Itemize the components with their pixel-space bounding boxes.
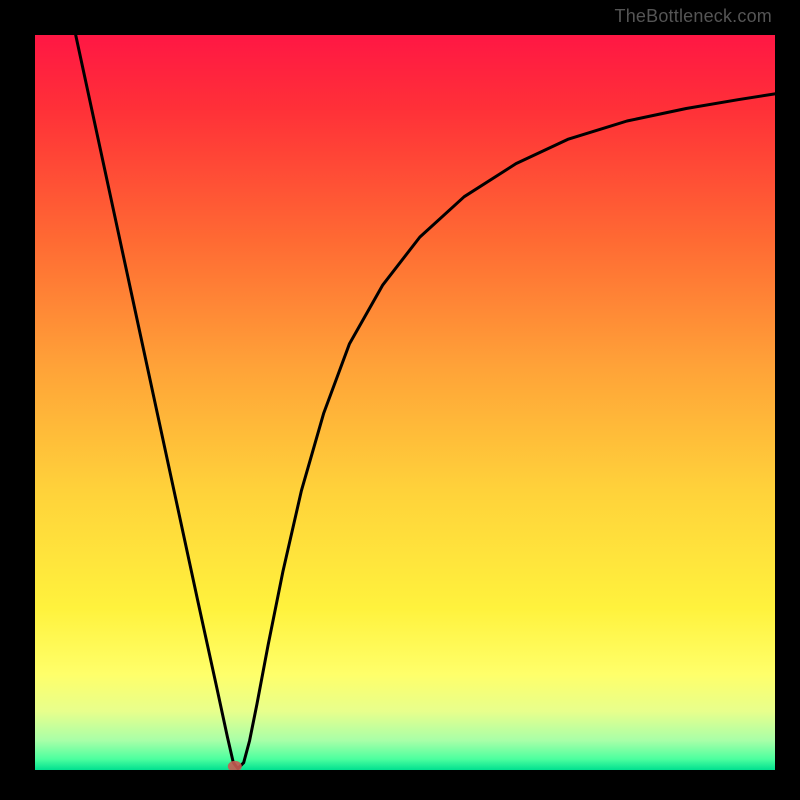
watermark-text: TheBottleneck.com [615,6,772,27]
chart-container: TheBottleneck.com [0,0,800,800]
curve-path [76,35,775,769]
minimum-marker [228,761,242,770]
bottleneck-curve [35,35,775,770]
plot-area [35,35,775,770]
